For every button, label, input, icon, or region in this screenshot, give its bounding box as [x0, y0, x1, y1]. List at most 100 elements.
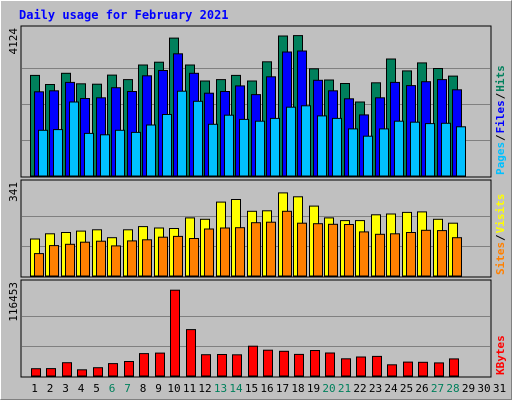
bar-pages-day-8	[146, 124, 156, 177]
bar-sites-day-26	[421, 229, 431, 277]
bar-sites-day-9	[158, 236, 168, 277]
bar-kbytes-day-3	[62, 362, 72, 377]
panel-kbytes-max-label: 116453	[7, 282, 20, 322]
x-tick-label-day-27: 27	[431, 382, 444, 395]
x-tick-label-day-7: 7	[124, 382, 131, 395]
bar-kbytes-day-9	[155, 352, 165, 377]
bar-sites-day-5	[96, 240, 106, 277]
bar-kbytes-day-7	[124, 361, 134, 377]
legend-hits: Hits	[494, 65, 507, 92]
bar-pages-day-17	[286, 106, 296, 177]
bar-sites-day-25	[406, 232, 416, 277]
bar-sites-day-15	[251, 222, 261, 277]
bar-pages-day-13	[224, 114, 234, 177]
bar-sites-day-1	[34, 253, 44, 277]
legend-files: Files	[494, 100, 507, 133]
bar-kbytes-day-22	[356, 356, 366, 377]
legend-visits: Visits	[494, 194, 507, 234]
legend-separator: /	[494, 92, 507, 99]
x-axis-labels: 1 2 3 4 5 6 7 8 9 10 11 12 13 14 15 16 17 18 19 20 21 22 23 24 2…	[31, 382, 506, 395]
x-tick-label-day-25: 25	[400, 382, 413, 395]
bar-pages-day-4	[84, 132, 94, 177]
bar-kbytes-day-14	[232, 354, 242, 377]
bar-kbytes-day-2	[46, 368, 56, 377]
bar-sites-day-24	[390, 233, 400, 277]
bar-sites-day-11	[189, 238, 199, 277]
x-tick-label-day-23: 23	[369, 382, 382, 395]
bar-pages-day-1	[38, 129, 48, 177]
legend-kbytes: KBytes	[494, 335, 507, 375]
bar-pages-day-2	[53, 129, 63, 177]
legend-pages: Pages	[494, 142, 507, 175]
bar-pages-day-3	[69, 101, 79, 177]
x-tick-label-day-17: 17	[276, 382, 289, 395]
bar-sites-day-27	[437, 230, 447, 277]
x-tick-label-day-6: 6	[109, 382, 116, 395]
x-tick-label-day-9: 9	[155, 382, 162, 395]
bar-pages-day-28	[456, 126, 466, 177]
bar-pages-day-22	[363, 135, 373, 177]
bar-sites-day-28	[452, 237, 462, 277]
bar-kbytes-day-19	[310, 350, 320, 377]
bar-sites-day-19	[313, 223, 323, 277]
bar-kbytes-day-23	[372, 355, 382, 377]
x-tick-label-day-13: 13	[214, 382, 227, 395]
panel-hits-max-label: 4124	[7, 28, 20, 55]
x-tick-label-day-19: 19	[307, 382, 320, 395]
bar-pages-day-27	[441, 122, 451, 177]
bar-pages-day-21	[348, 128, 358, 177]
bar-pages-day-23	[379, 128, 389, 177]
x-tick-label-day-2: 2	[47, 382, 54, 395]
bar-pages-day-10	[177, 90, 187, 177]
bar-sites-day-18	[297, 222, 307, 277]
bar-kbytes-day-24	[387, 364, 397, 377]
x-tick-label-day-21: 21	[338, 382, 351, 395]
bar-pages-day-25	[410, 121, 420, 177]
bar-sites-day-16	[266, 221, 276, 277]
bar-kbytes-day-21	[341, 358, 351, 377]
x-tick-label-day-26: 26	[415, 382, 428, 395]
bar-kbytes-day-1	[31, 368, 41, 377]
bar-sites-day-4	[80, 241, 90, 277]
x-tick-label-day-30: 30	[477, 382, 490, 395]
x-tick-label-day-16: 16	[260, 382, 273, 395]
bar-pages-day-6	[115, 129, 125, 177]
bar-kbytes-day-5	[93, 367, 103, 377]
x-tick-label-day-24: 24	[384, 382, 398, 395]
x-tick-label-day-22: 22	[353, 382, 366, 395]
legend-separator: /	[494, 134, 507, 141]
bar-kbytes-day-16	[263, 349, 273, 377]
bar-pages-day-9	[162, 114, 172, 177]
bar-kbytes-day-13	[217, 354, 227, 377]
x-tick-label-day-14: 14	[229, 382, 243, 395]
x-tick-label-day-31: 31	[493, 382, 506, 395]
legend-sites: Sites	[494, 242, 507, 275]
panel-visits: 341 Sites/Visits	[7, 179, 507, 278]
x-tick-label-day-15: 15	[245, 382, 258, 395]
bar-sites-day-10	[173, 235, 183, 277]
bar-pages-day-5	[100, 134, 110, 177]
bar-sites-day-12	[204, 228, 214, 277]
bar-pages-day-18	[301, 105, 311, 177]
x-tick-label-day-28: 28	[446, 382, 459, 395]
bar-kbytes-day-8	[139, 353, 149, 377]
legend-separator: /	[494, 234, 507, 241]
x-tick-label-day-4: 4	[78, 382, 85, 395]
bar-pages-day-14	[239, 118, 249, 177]
bar-pages-day-19	[317, 115, 327, 177]
bar-kbytes-day-25	[403, 361, 413, 377]
bar-pages-day-11	[193, 100, 203, 177]
bar-kbytes-day-20	[325, 352, 335, 377]
bar-sites-day-23	[375, 233, 385, 277]
bar-kbytes-day-12	[201, 354, 211, 377]
bar-kbytes-day-28	[449, 358, 459, 377]
x-tick-label-day-3: 3	[62, 382, 69, 395]
bar-pages-day-7	[131, 131, 141, 177]
bar-kbytes-day-10	[170, 289, 180, 377]
bar-sites-day-7	[127, 240, 137, 277]
chart-title: Daily usage for February 2021	[19, 8, 229, 22]
x-tick-label-day-18: 18	[291, 382, 304, 395]
bar-pages-day-24	[394, 120, 404, 177]
chart-panels: 4124Pages/Files/Hits341Sites/Visits11645…	[7, 25, 507, 378]
